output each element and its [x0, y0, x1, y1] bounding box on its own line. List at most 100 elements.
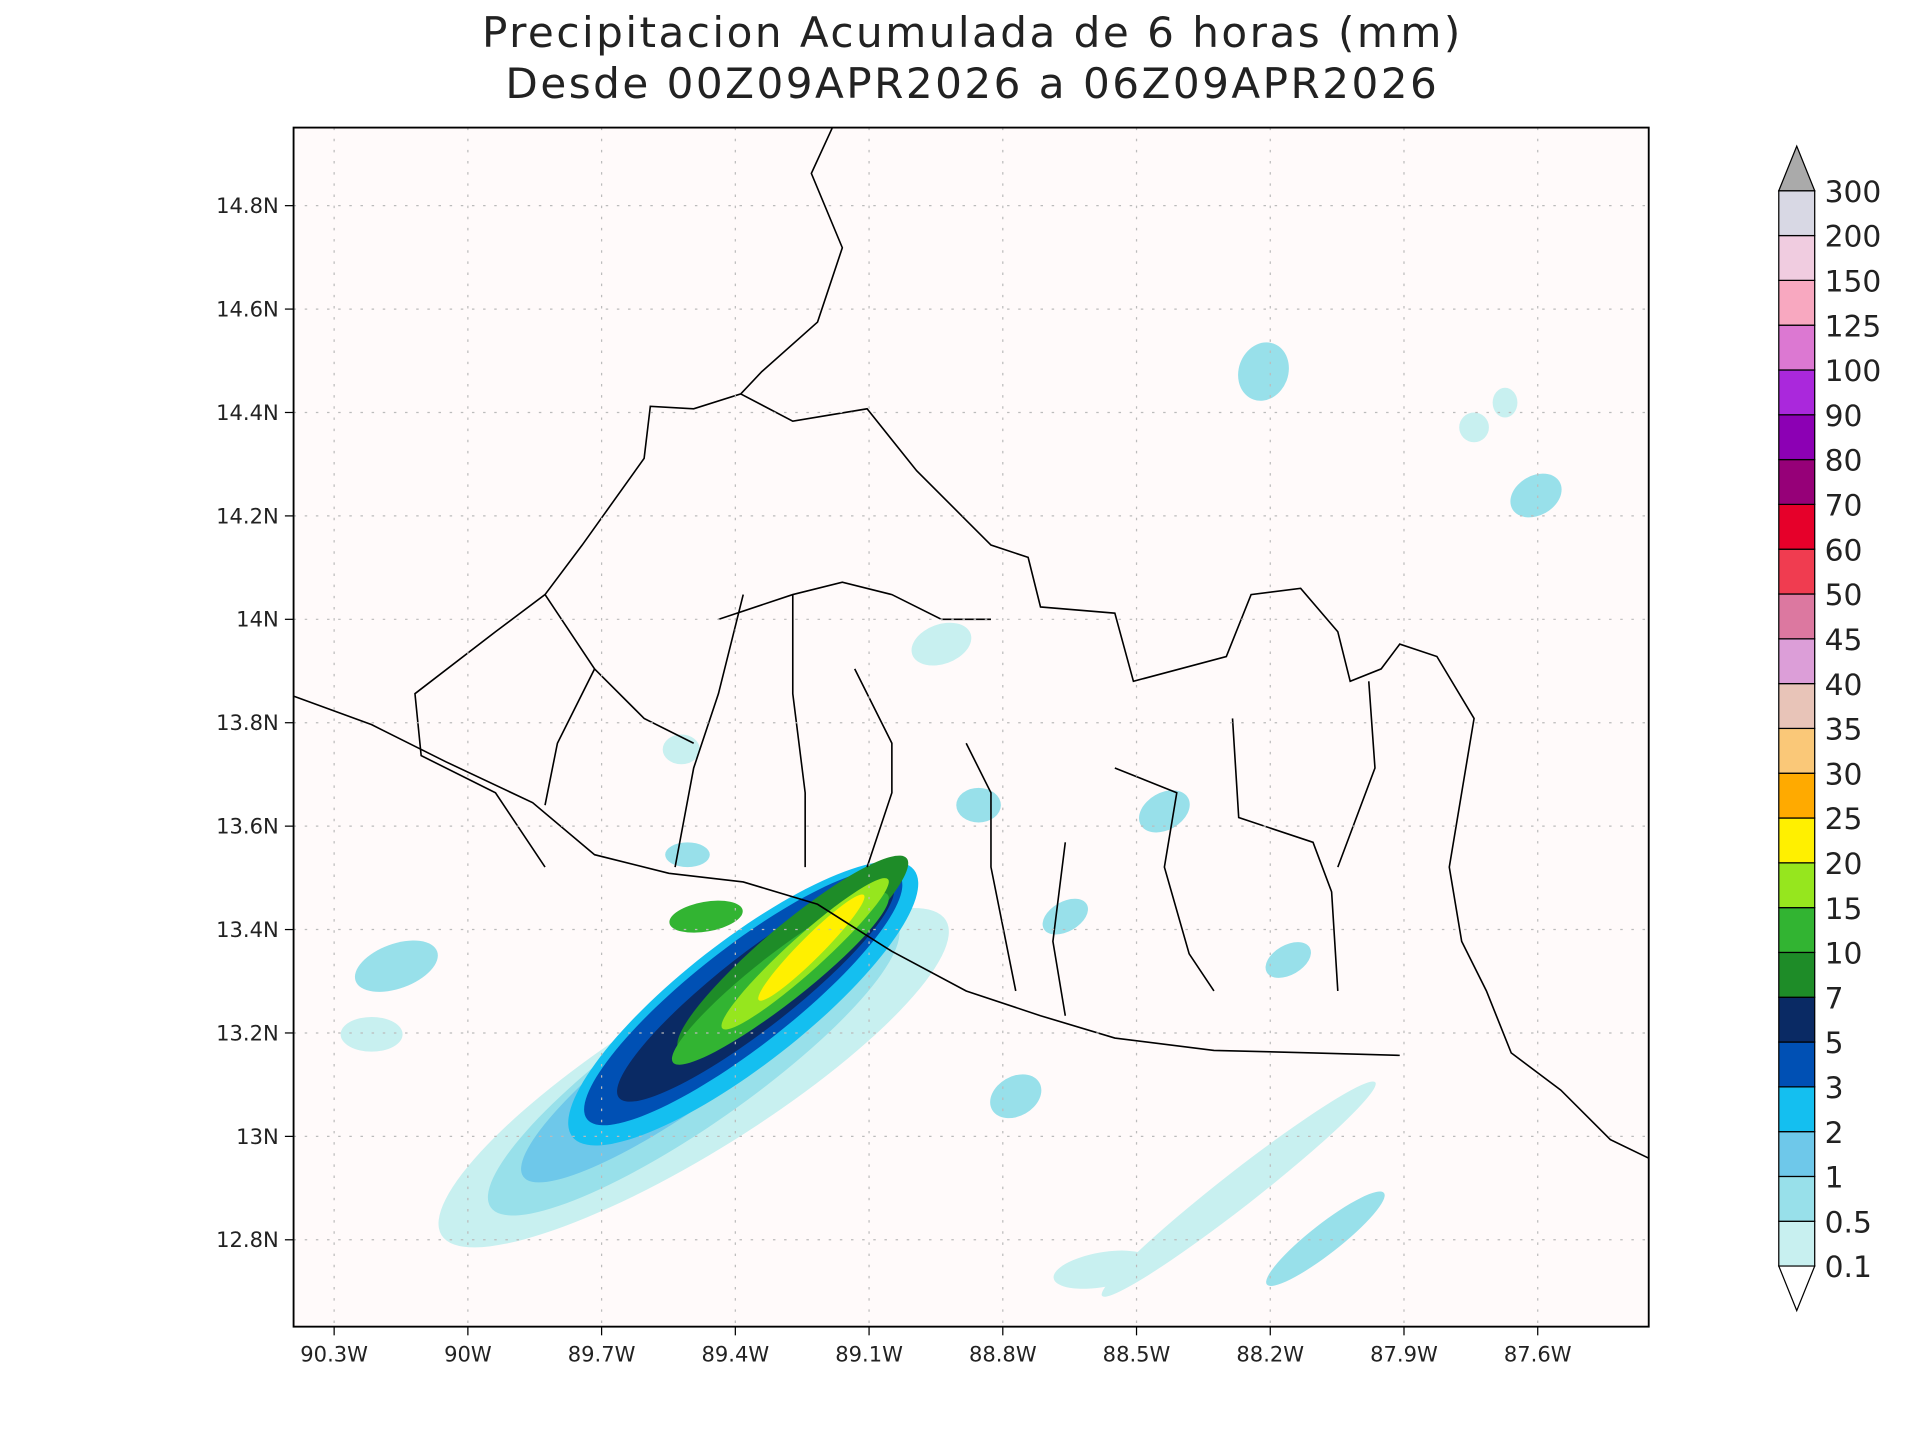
precip-field [340, 342, 1562, 1297]
x-tick-label: 89.4W [701, 1341, 769, 1366]
precip-area [1101, 1081, 1376, 1297]
colorbar-box [1778, 234, 1816, 281]
colorbar-box [1778, 772, 1816, 819]
precip-area [662, 734, 700, 765]
title-line: Precipitacion Acumulada de 6 horas (mm) [482, 8, 1463, 57]
colorbar-label: 25 [1825, 802, 1863, 837]
colorbar-box [1778, 951, 1816, 998]
precip-area [1510, 473, 1562, 518]
precip-area [665, 842, 710, 868]
y-tick-label: 12.8N [216, 1227, 279, 1252]
colorbar-box [1778, 458, 1816, 506]
colorbar-label: 5 [1825, 1026, 1844, 1061]
precip-area [1139, 790, 1190, 833]
colorbar-label: 40 [1825, 668, 1863, 703]
country-border [414, 127, 1650, 1159]
colorbar-box [1778, 682, 1816, 730]
y-tick-label: 13.6N [216, 814, 279, 839]
colorbar-label: 15 [1825, 892, 1863, 927]
colorbar-label: 35 [1825, 713, 1863, 748]
precip-area [1459, 412, 1489, 443]
y-tick-label: 13.8N [216, 710, 279, 735]
colorbar-box [1778, 190, 1816, 237]
colorbar-label: 60 [1825, 533, 1863, 568]
x-tick-label: 89.7W [568, 1341, 636, 1366]
y-tick-label: 14.6N [216, 297, 279, 322]
colorbar-label: 300 [1825, 175, 1882, 210]
y-tick-label: 13.4N [216, 917, 279, 942]
x-tick-label: 90.3W [300, 1341, 368, 1366]
colorbar-box [1778, 414, 1816, 461]
precip-area [911, 622, 972, 666]
axes: 90.3W 90W 89.7W 89.4W 89.1W 88.8W 88.5W 88.2W 87… [216, 127, 1649, 1366]
colorbar-label: 2 [1825, 1116, 1844, 1151]
precip-area [340, 1016, 403, 1052]
colorbar-box [1778, 862, 1816, 909]
colorbar-over [1777, 144, 1816, 192]
precip-area [354, 940, 438, 992]
y-tick-label: 13.2N [216, 1020, 279, 1045]
colorbar-label: 1 [1825, 1161, 1844, 1196]
x-tick-label: 88.2W [1236, 1341, 1304, 1366]
precip-area [990, 1074, 1042, 1119]
colorbar-under [1777, 1265, 1816, 1313]
colorbar-label: 10 [1825, 937, 1863, 972]
colorbar-box [1778, 593, 1816, 640]
colorbar-box [1778, 638, 1816, 685]
colorbar-label: 0.1 [1825, 1250, 1872, 1285]
precip-area [1266, 1191, 1385, 1286]
y-tick-label: 14.2N [216, 503, 279, 528]
coastline [293, 695, 1400, 1057]
map-frame [292, 126, 1650, 1328]
colorbar-label: 30 [1825, 757, 1863, 792]
colorbar-box [1778, 907, 1816, 954]
precip-area [1042, 898, 1088, 935]
colorbar-label: 20 [1825, 847, 1863, 882]
colorbar-box [1778, 727, 1816, 774]
precip-area [669, 900, 743, 933]
precip-area [758, 894, 865, 1001]
colorbar: 0.10.51235710152025303540455060708090100… [1777, 144, 1882, 1313]
precip-area [1492, 387, 1518, 418]
x-tick-label: 89.1W [835, 1341, 903, 1366]
colorbar-box [1778, 996, 1816, 1043]
x-tick-label: 88.5W [1103, 1341, 1171, 1366]
colorbar-label: 80 [1825, 444, 1863, 479]
colorbar-label: 200 [1825, 220, 1882, 255]
precip-area [1265, 942, 1311, 978]
title-line: Desde 00Z09APR2026 a 06Z09APR2026 [505, 59, 1439, 108]
colorbar-box [1778, 1220, 1816, 1267]
colorbar-label: 50 [1825, 578, 1863, 613]
x-tick-label: 87.6W [1504, 1341, 1572, 1366]
colorbar-box [1778, 503, 1816, 550]
colorbar-label: 7 [1825, 981, 1844, 1016]
x-tick-label: 87.9W [1370, 1341, 1438, 1366]
precip-area [1238, 342, 1289, 401]
colorbar-label: 70 [1825, 489, 1863, 524]
colorbar-label: 150 [1825, 265, 1882, 300]
colorbar-label: 45 [1825, 623, 1863, 658]
x-tick-label: 88.8W [969, 1341, 1037, 1366]
colorbar-box [1778, 324, 1816, 371]
colorbar-label: 125 [1825, 309, 1882, 344]
department-border [544, 581, 1376, 1016]
x-tick-label: 90W [444, 1341, 492, 1366]
precip-area [956, 787, 1001, 823]
colorbar-box [1778, 1175, 1816, 1222]
y-tick-label: 14.4N [216, 400, 279, 425]
colorbar-label: 90 [1825, 399, 1863, 434]
colorbar-box [1778, 548, 1816, 595]
boundaries [293, 127, 1650, 1159]
y-tick-label: 14.8N [216, 193, 279, 218]
colorbar-box [1778, 1041, 1816, 1088]
colorbar-box [1778, 1086, 1816, 1133]
colorbar-box [1778, 817, 1816, 864]
y-tick-label: 14N [236, 607, 279, 632]
precip-area [1053, 1250, 1152, 1289]
colorbar-box [1778, 1131, 1816, 1178]
colorbar-label: 0.5 [1825, 1205, 1872, 1240]
colorbar-label: 3 [1825, 1071, 1844, 1106]
colorbar-box [1778, 369, 1816, 416]
